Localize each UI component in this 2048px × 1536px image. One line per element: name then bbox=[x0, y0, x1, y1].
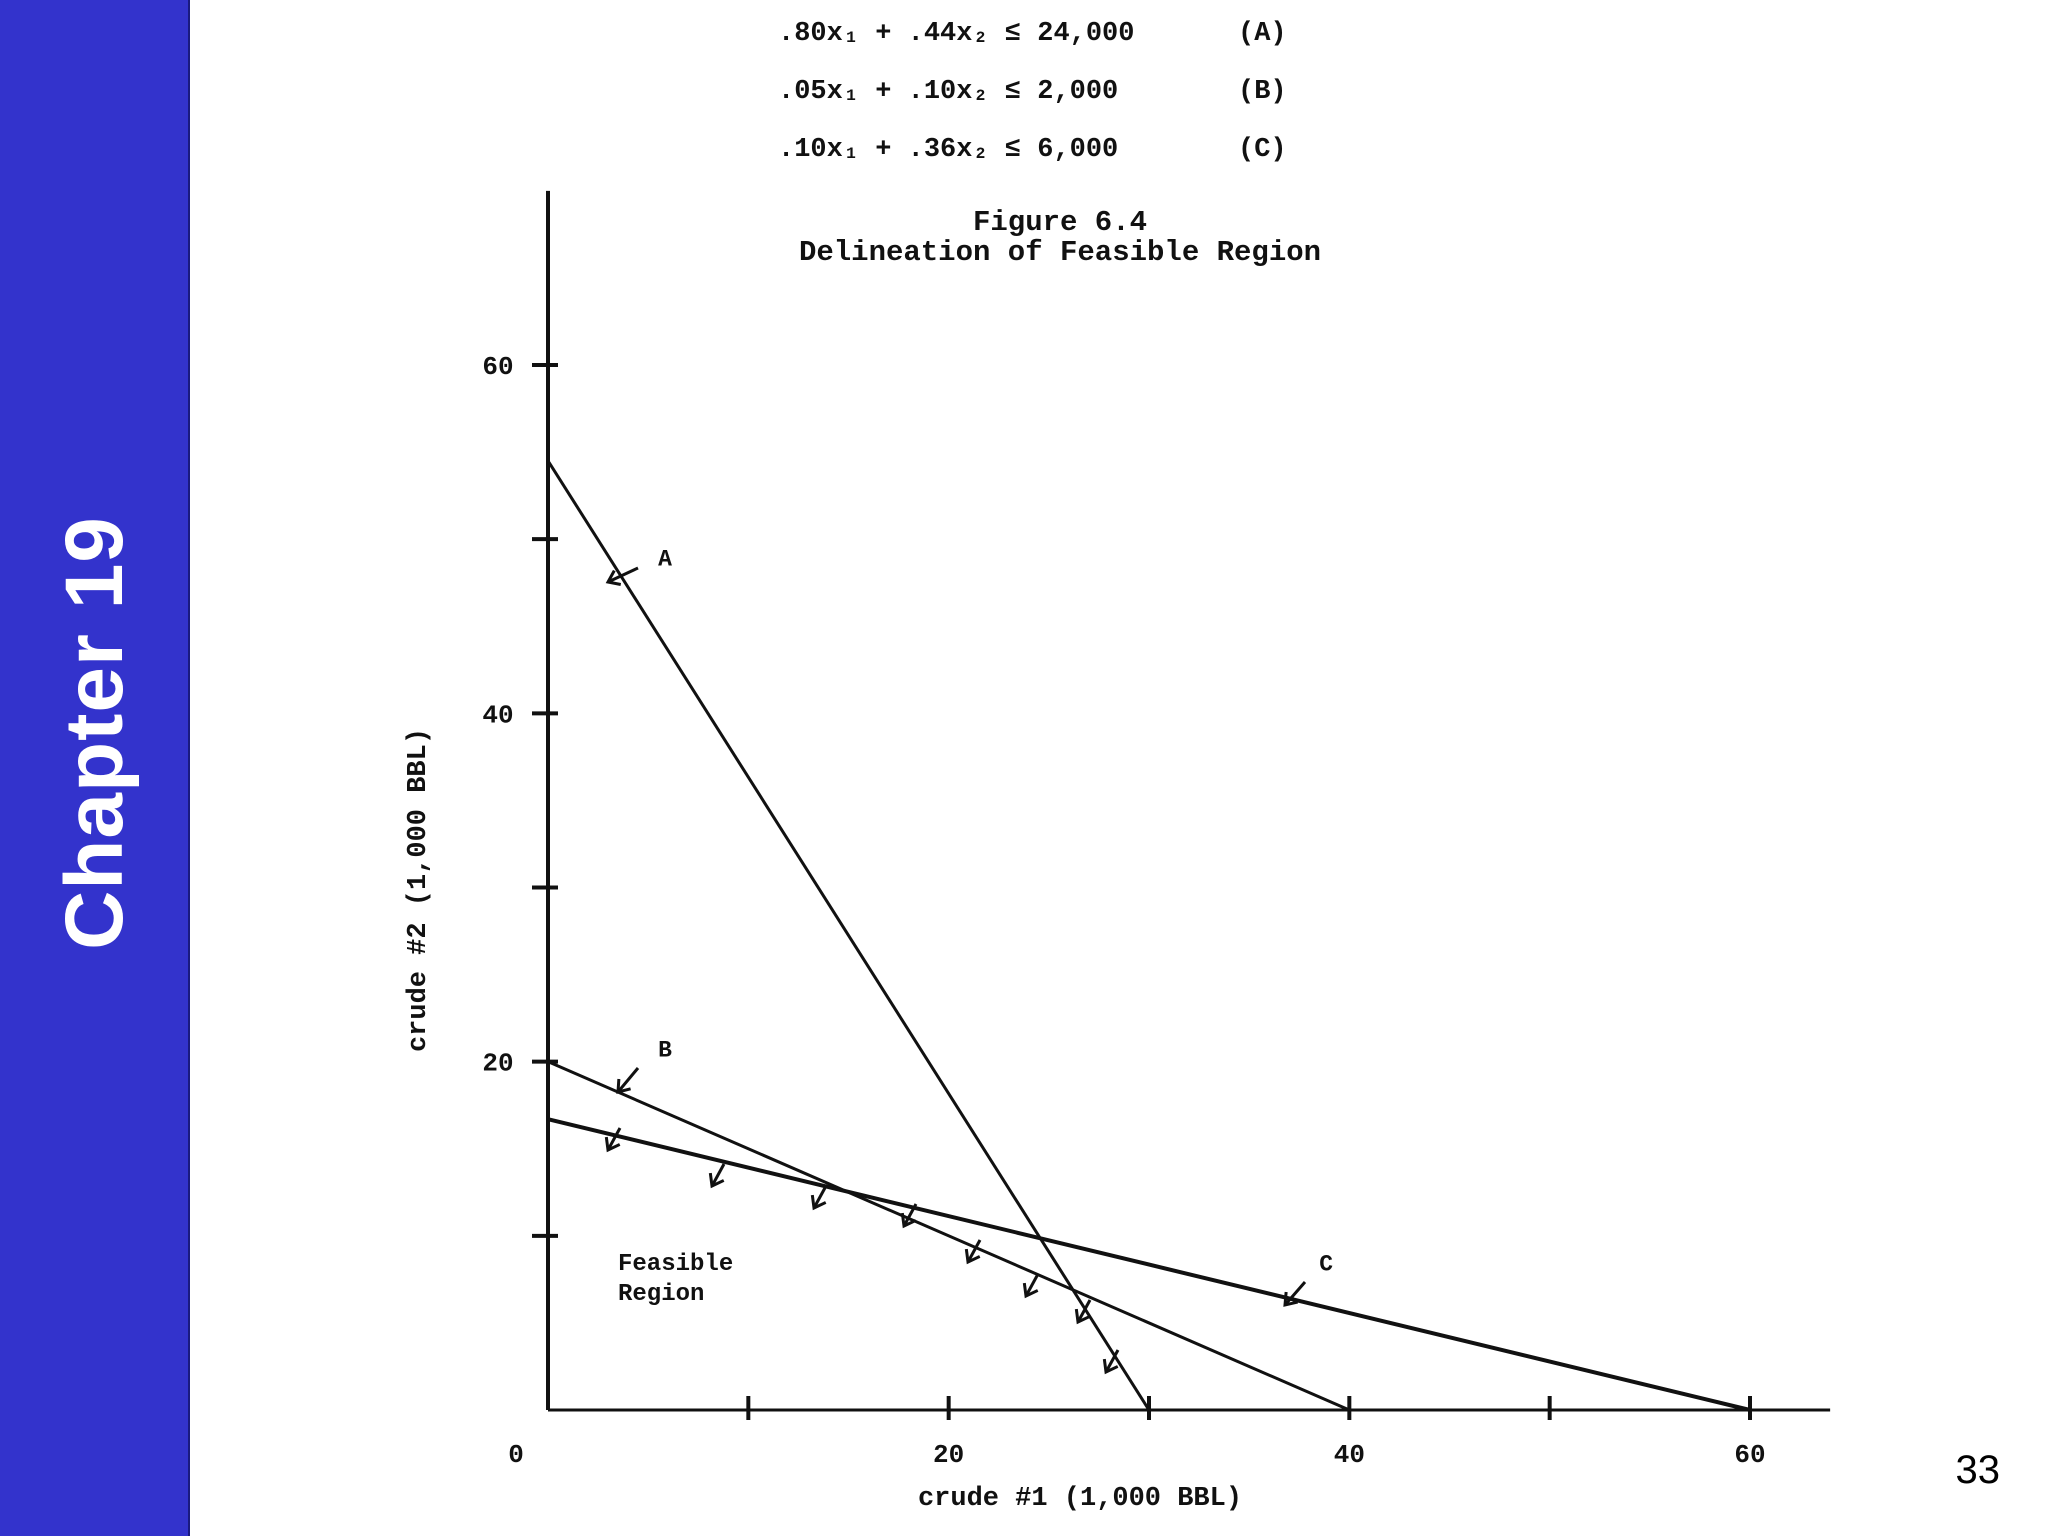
y-tick-label: 20 bbox=[482, 1049, 513, 1079]
sidebar-divider bbox=[188, 0, 190, 1536]
constraint-line-c bbox=[547, 1117, 1751, 1412]
equation-label: (A) bbox=[1238, 19, 1287, 49]
chart-title: Figure 6.4 bbox=[973, 206, 1147, 239]
line-label-b: B bbox=[658, 1037, 672, 1063]
chart-subtitle: Delineation of Feasible Region bbox=[799, 236, 1321, 269]
constraint-line-a bbox=[546, 459, 1151, 1411]
feasible-direction-arrow bbox=[710, 1163, 726, 1187]
pointer-b bbox=[616, 1067, 640, 1093]
feasible-direction-arrow bbox=[812, 1185, 828, 1209]
x-tick-label: 40 bbox=[1334, 1440, 1365, 1470]
feasible-direction-arrow bbox=[1076, 1299, 1092, 1323]
x-tick-label: 0 bbox=[508, 1440, 524, 1470]
pointer-b-head bbox=[616, 1078, 631, 1094]
feasible-direction-arrow-head bbox=[604, 1136, 621, 1153]
feasible-direction-arrow bbox=[966, 1239, 982, 1263]
pointer-a-head bbox=[605, 569, 622, 586]
equation-label: (C) bbox=[1238, 135, 1287, 165]
sidebar: Chapter 19 bbox=[0, 0, 190, 1536]
feasible-direction-arrow-head bbox=[1022, 1282, 1039, 1299]
feasible-direction-arrow-head bbox=[708, 1172, 725, 1189]
x-tick-label: 60 bbox=[1734, 1440, 1765, 1470]
pointer-a bbox=[607, 566, 639, 584]
x-tick-label: 20 bbox=[933, 1440, 964, 1470]
feasible-direction-arrow bbox=[1024, 1273, 1040, 1297]
pointer-c bbox=[1283, 1281, 1307, 1306]
y-axis-label: crude #2 (1,000 BBL) bbox=[404, 728, 434, 1052]
feasible-direction-arrow-head bbox=[900, 1212, 917, 1229]
feasible-direction-arrow bbox=[902, 1203, 918, 1227]
x-axis-label: crude #1 (1,000 BBL) bbox=[918, 1484, 1242, 1514]
feasible-direction-arrow-head bbox=[964, 1248, 981, 1265]
line-label-a: A bbox=[658, 546, 672, 572]
line-label-c: C bbox=[1319, 1252, 1333, 1278]
feasible-direction-arrow bbox=[606, 1127, 622, 1151]
feasible-direction-arrow-head bbox=[1074, 1308, 1091, 1325]
feasible-direction-arrow bbox=[1104, 1349, 1120, 1373]
constraint-line-b bbox=[547, 1060, 1350, 1412]
y-tick-label: 40 bbox=[482, 700, 513, 730]
pointer-c-head bbox=[1283, 1291, 1299, 1307]
feasible-region-label: Region bbox=[618, 1281, 704, 1308]
equation-a: .80x₁ + .44x₂ ≤ 24,000 bbox=[778, 19, 1134, 49]
feasible-direction-arrow-head bbox=[810, 1194, 827, 1211]
equation-label: (B) bbox=[1238, 77, 1287, 107]
equation-b: .05x₁ + .10x₂ ≤ 2,000 bbox=[778, 77, 1118, 107]
equation-c: .10x₁ + .36x₂ ≤ 6,000 bbox=[778, 135, 1118, 165]
page-number: 33 bbox=[1955, 1448, 2001, 1492]
feasible-region-label: Feasible bbox=[618, 1251, 733, 1278]
y-tick-label: 60 bbox=[482, 352, 513, 382]
feasible-direction-arrow-head bbox=[1102, 1358, 1119, 1375]
